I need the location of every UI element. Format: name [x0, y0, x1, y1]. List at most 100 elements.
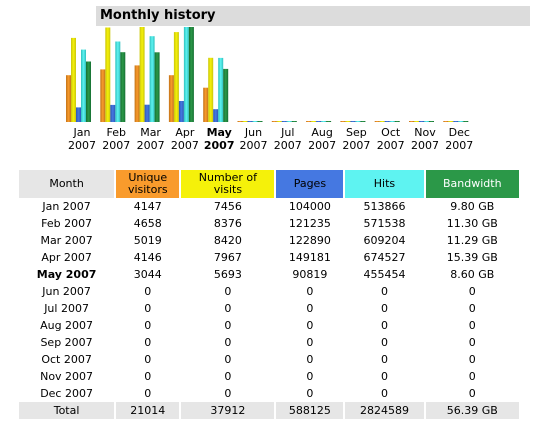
cell-hits: 513866 [363, 200, 406, 213]
bar-unique-visitors-jul-2007 [271, 121, 277, 122]
total-unique-visitors: 21014 [116, 402, 180, 419]
col-header-unique-visitors: Unique visitors [116, 170, 180, 198]
bar-bandwidth-aug-2007 [326, 121, 332, 122]
cell-month: May 2007 [36, 268, 97, 281]
cell-bandwidth: 0 [468, 353, 476, 366]
cell-number-of-visits: 0 [224, 370, 232, 383]
bar-pages-oct-2007 [384, 121, 390, 122]
monthly-history-chart [66, 27, 469, 123]
cell-month: Jul 2007 [44, 302, 89, 315]
cell-hits: 0 [380, 319, 388, 332]
cell-unique-visitors: 0 [144, 319, 152, 332]
section-title: Monthly history [96, 6, 530, 26]
cell-month: Jun 2007 [42, 285, 91, 298]
cell-month: Dec 2007 [40, 387, 93, 400]
cell-hits: 0 [380, 285, 388, 298]
cell-pages: 0 [306, 336, 314, 349]
bar-number-of-visits-aug-2007 [311, 121, 317, 122]
bar-hits-oct-2007 [389, 121, 395, 122]
cell-number-of-visits: 0 [224, 285, 232, 298]
cell-number-of-visits: 8376 [213, 217, 242, 230]
bar-pages-jul-2007 [281, 121, 287, 122]
total-pages: 588125 [276, 402, 344, 419]
chart-month-label: May 2007 [203, 126, 235, 152]
bar-bandwidth-nov-2007 [429, 121, 434, 122]
cell-hits: 674527 [363, 251, 406, 264]
cell-bandwidth: 15.39 GB [446, 251, 498, 264]
table-row: Jan 2007 4147 7456 104000 513866 9.80 GB [19, 198, 519, 215]
cell-pages: 0 [306, 353, 314, 366]
bar-unique-visitors-jun-2007 [237, 121, 243, 122]
cell-unique-visitors: 0 [144, 387, 152, 400]
table-row: Nov 2007 0 0 0 0 0 [19, 368, 519, 385]
bar-hits-feb-2007 [115, 41, 121, 122]
cell-unique-visitors: 0 [144, 285, 152, 298]
bar-number-of-visits-dec-2007 [448, 121, 454, 122]
bar-number-of-visits-jul-2007 [276, 121, 282, 122]
table-row: Jul 2007 0 0 0 0 0 [19, 300, 519, 317]
table-row: Mar 2007 5019 8420 122890 609204 11.29 GB [19, 232, 519, 249]
bar-bandwidth-dec-2007 [463, 121, 469, 122]
cell-hits: 0 [380, 353, 388, 366]
cell-pages: 90819 [292, 268, 328, 281]
cell-pages: 0 [306, 387, 314, 400]
cell-month: Apr 2007 [41, 251, 92, 264]
cell-bandwidth: 0 [468, 302, 476, 315]
chart-month-label: Oct 2007 [376, 126, 405, 152]
cell-month: Feb 2007 [41, 217, 93, 230]
chart-month-label: Sep 2007 [342, 126, 371, 152]
cell-hits: 571538 [363, 217, 406, 230]
chart-month-labels: Jan 2007 Feb 2007 Mar 2007 Apr 2007 May 2007 Jun 20… [60, 126, 480, 154]
col-header-month: Month [19, 170, 115, 198]
cell-hits: 0 [380, 302, 388, 315]
bar-pages-feb-2007 [110, 104, 116, 122]
bar-hits-nov-2007 [424, 121, 429, 122]
table-header-row: Month Unique visitors Number of visits Pag… [19, 170, 519, 198]
cell-unique-visitors: 0 [144, 353, 152, 366]
bar-bandwidth-feb-2007 [120, 52, 126, 123]
cell-bandwidth: 0 [468, 370, 476, 383]
chart-month-label: Jul 2007 [273, 126, 302, 152]
bar-number-of-visits-apr-2007 [173, 32, 179, 122]
cell-bandwidth: 9.80 GB [450, 200, 495, 213]
cell-pages: 0 [306, 319, 314, 332]
cell-number-of-visits: 0 [224, 302, 232, 315]
bar-number-of-visits-jun-2007 [242, 121, 248, 122]
cell-hits: 0 [380, 370, 388, 383]
chart-month-label: Apr 2007 [170, 126, 199, 152]
chart-month-label: Nov 2007 [411, 126, 439, 152]
col-header-bandwidth: Bandwidth [425, 170, 519, 198]
cell-pages: 0 [306, 302, 314, 315]
table-row: Apr 2007 4146 7967 149181 674527 15.39 GB [19, 249, 519, 266]
cell-number-of-visits: 7456 [213, 200, 242, 213]
cell-month: Aug 2007 [40, 319, 94, 332]
cell-number-of-visits: 7967 [213, 251, 242, 264]
chart-month-label: Feb 2007 [102, 126, 131, 152]
chart-month-label: Jun 2007 [239, 126, 268, 152]
bar-hits-dec-2007 [458, 121, 464, 122]
cell-unique-visitors: 4658 [133, 217, 162, 230]
bar-bandwidth-jan-2007 [86, 61, 91, 122]
cell-month: Mar 2007 [40, 234, 93, 247]
bar-unique-visitors-apr-2007 [168, 75, 174, 122]
bar-hits-may-2007 [218, 57, 224, 122]
bar-hits-jun-2007 [252, 121, 258, 122]
col-header-pages: Pages [276, 170, 344, 198]
cell-hits: 0 [380, 387, 388, 400]
cell-number-of-visits: 0 [224, 336, 232, 349]
total-month: Total [19, 402, 115, 419]
cell-pages: 0 [306, 370, 314, 383]
col-header-hits: Hits [345, 170, 424, 198]
bar-unique-visitors-sep-2007 [340, 121, 346, 122]
bar-unique-visitors-mar-2007 [134, 65, 140, 122]
monthly-history-table: Month Unique visitors Number of visits Pag… [17, 170, 521, 419]
cell-pages: 104000 [288, 200, 331, 213]
bar-bandwidth-sep-2007 [360, 121, 366, 122]
bar-bandwidth-jun-2007 [257, 121, 263, 122]
total-hits: 2824589 [345, 402, 424, 419]
cell-bandwidth: 11.29 GB [446, 234, 498, 247]
cell-unique-visitors: 3044 [133, 268, 162, 281]
bar-unique-visitors-aug-2007 [306, 121, 312, 122]
cell-pages: 149181 [288, 251, 331, 264]
cell-number-of-visits: 8420 [213, 234, 242, 247]
